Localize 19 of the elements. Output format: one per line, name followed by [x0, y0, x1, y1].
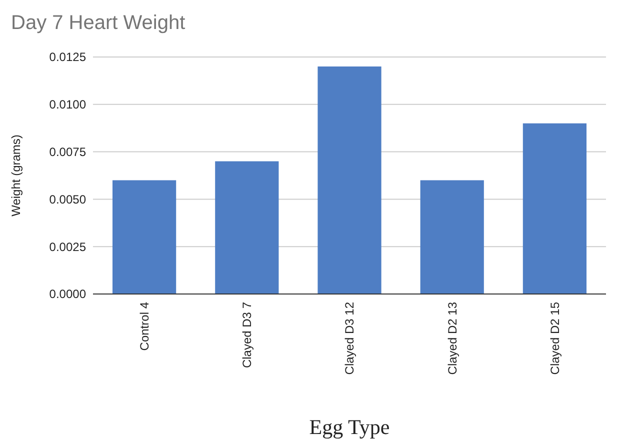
bar	[215, 161, 279, 294]
y-tick-label: 0.0050	[49, 192, 86, 206]
x-tick-label: Clayed D3 7	[240, 302, 254, 368]
bar	[522, 123, 587, 294]
y-axis-title: Weight (grams)	[9, 134, 23, 216]
bar	[112, 180, 176, 294]
bar	[318, 66, 382, 294]
x-axis-title: Egg Type	[309, 415, 390, 439]
y-tick-label: 0.0025	[49, 240, 86, 254]
x-tick-label: Control 4	[138, 302, 152, 351]
y-tick-label: 0.0075	[49, 145, 86, 159]
x-tick-label: Clayed D2 15	[548, 302, 562, 375]
x-tick-label: Clayed D2 13	[445, 302, 460, 375]
x-tick-label: Clayed D3 12	[342, 302, 357, 375]
y-tick-label: 0.0100	[49, 98, 86, 112]
bar	[420, 180, 484, 294]
y-tick-label: 0.0000	[49, 287, 86, 302]
chart-title: Day 7 Heart Weight	[11, 12, 186, 34]
y-tick-label: 0.0125	[49, 50, 86, 64]
